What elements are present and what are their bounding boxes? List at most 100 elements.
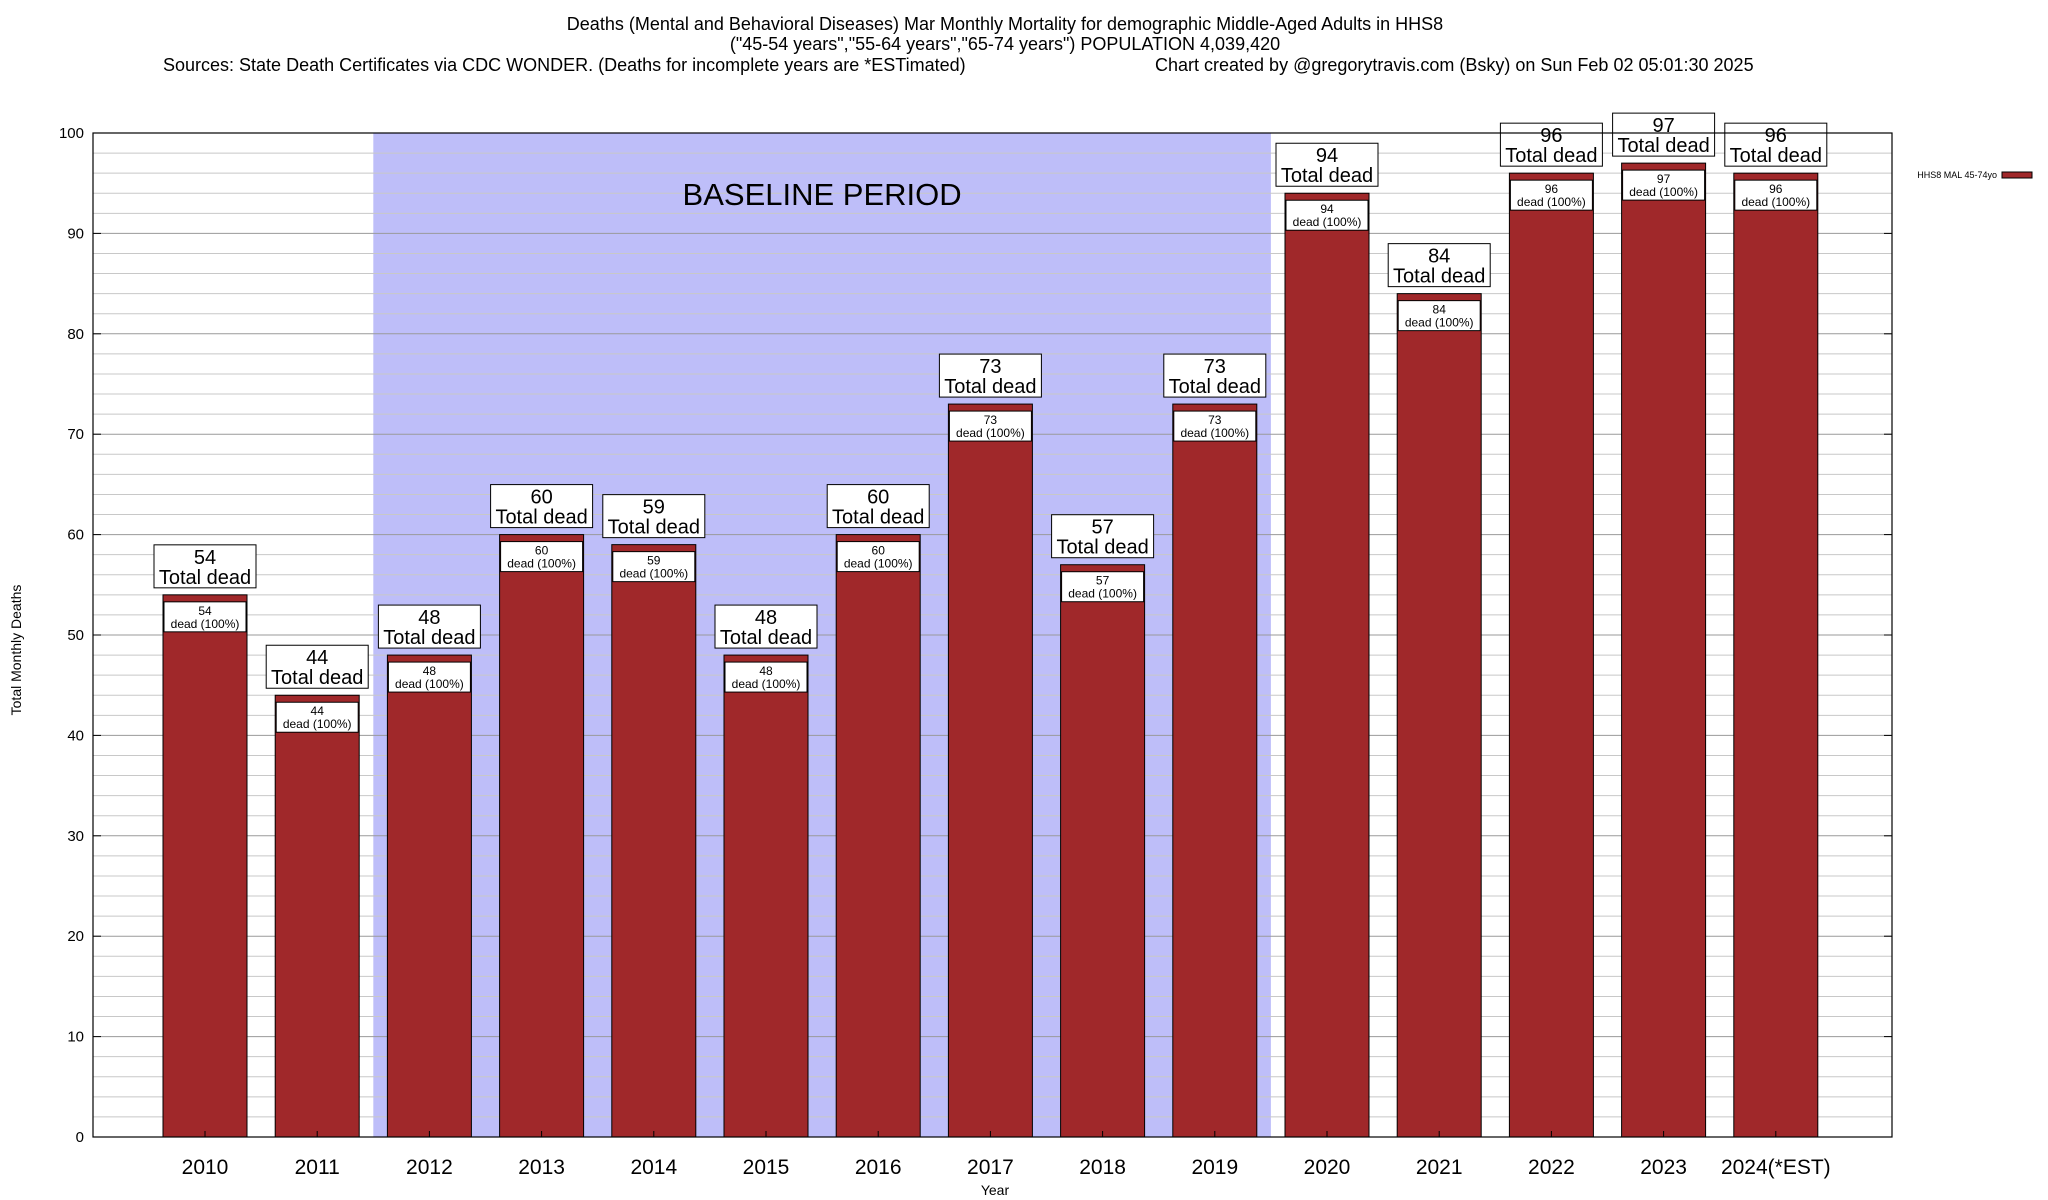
bar-inner-value: 48 bbox=[423, 664, 437, 678]
y-tick-label: 0 bbox=[76, 1129, 84, 1146]
bar-total-value: 73 bbox=[979, 356, 1001, 378]
bar-total-value: 44 bbox=[306, 647, 328, 669]
bar-inner-value: 48 bbox=[759, 664, 773, 678]
x-tick-label: 2016 bbox=[855, 1156, 902, 1179]
bar-inner-label-box bbox=[1397, 300, 1481, 332]
bar-total-value: 94 bbox=[1316, 145, 1338, 167]
bar-inner-label-box bbox=[948, 410, 1032, 442]
bar-total-caption: Total dead bbox=[720, 627, 812, 649]
x-tick-label: 2012 bbox=[406, 1156, 453, 1179]
bar-inner-value: 60 bbox=[872, 544, 886, 558]
bar-total-value: 73 bbox=[1204, 356, 1226, 378]
bar-inner-value: 57 bbox=[1096, 574, 1110, 588]
baseline-band-label: BASELINE PERIOD bbox=[683, 177, 962, 212]
bar-total-caption: Total dead bbox=[1281, 165, 1373, 187]
x-tick-label: 2023 bbox=[1640, 1156, 1687, 1179]
chart-title: Deaths (Mental and Behavioral Diseases) … bbox=[567, 14, 1443, 34]
bar-inner-label-box bbox=[1061, 571, 1145, 603]
bar-total-label-box bbox=[1724, 122, 1828, 167]
y-tick-label: 60 bbox=[67, 527, 84, 544]
chart-source: Sources: State Death Certificates via CD… bbox=[163, 55, 966, 75]
bar-inner-caption: dead (100%) bbox=[171, 617, 240, 631]
bar bbox=[1621, 162, 1707, 1138]
bar-total-label-box bbox=[1387, 243, 1491, 288]
bar-inner-value: 96 bbox=[1769, 182, 1783, 196]
legend-label: HHS8 MAL 45-74yo bbox=[1917, 170, 1997, 180]
bar-total-caption: Total dead bbox=[1393, 266, 1485, 288]
bar bbox=[1284, 192, 1370, 1138]
bar-total-value: 60 bbox=[530, 487, 552, 509]
bar bbox=[723, 654, 809, 1138]
chart-credit: Chart created by @gregorytravis.com (Bsk… bbox=[1155, 55, 1754, 75]
bar-inner-caption: dead (100%) bbox=[1741, 195, 1810, 209]
bar bbox=[274, 694, 360, 1138]
bar-total-caption: Total dead bbox=[1730, 145, 1822, 167]
bar-total-value: 59 bbox=[643, 497, 665, 519]
chart-subtitle: ("45-54 years","55-64 years","65-74 year… bbox=[730, 34, 1280, 54]
bar bbox=[1733, 172, 1819, 1138]
chart-titles: Deaths (Mental and Behavioral Diseases) … bbox=[163, 14, 1754, 75]
bar-inner-caption: dead (100%) bbox=[1293, 215, 1362, 229]
y-axis-label: Total Monthly Deaths bbox=[8, 585, 24, 716]
bar-inner-value: 60 bbox=[535, 544, 549, 558]
bar bbox=[1396, 293, 1482, 1138]
bar-total-value: 48 bbox=[755, 607, 777, 629]
y-tick-label: 40 bbox=[67, 727, 84, 744]
bar-total-label-box bbox=[1163, 353, 1267, 398]
bar-total-caption: Total dead bbox=[495, 507, 587, 529]
bar bbox=[1172, 403, 1258, 1138]
bar-total-label-box bbox=[153, 544, 257, 589]
bar-total-label-box bbox=[826, 484, 930, 529]
plot-frame bbox=[92, 132, 1893, 1138]
bar-inner-caption: dead (100%) bbox=[1180, 426, 1249, 440]
x-tick-label: 2018 bbox=[1079, 1156, 1126, 1179]
bar-inner-caption: dead (100%) bbox=[844, 557, 913, 571]
y-tick-label: 80 bbox=[67, 326, 84, 343]
bar bbox=[611, 544, 697, 1138]
bar-inner-label-box bbox=[724, 661, 808, 693]
x-tick-label: 2017 bbox=[967, 1156, 1014, 1179]
y-tick-label: 30 bbox=[67, 828, 84, 845]
bar-inner-value: 59 bbox=[647, 554, 661, 568]
x-tick-label: 2011 bbox=[295, 1156, 340, 1179]
bar-inner-caption: dead (100%) bbox=[283, 717, 352, 731]
bar-inner-value: 97 bbox=[1657, 172, 1671, 186]
bar-inner-caption: dead (100%) bbox=[732, 677, 801, 691]
x-axis-label: Year bbox=[981, 1182, 1010, 1198]
bar-total-caption: Total dead bbox=[383, 627, 475, 649]
bar-total-label-box bbox=[938, 353, 1042, 398]
bar-total-caption: Total dead bbox=[944, 376, 1036, 398]
bar-inner-caption: dead (100%) bbox=[395, 677, 464, 691]
bar-total-caption: Total dead bbox=[1169, 376, 1261, 398]
bar-total-value: 96 bbox=[1765, 125, 1787, 147]
bar-inner-label-box bbox=[1734, 179, 1818, 211]
bar-inner-label-box bbox=[1622, 169, 1706, 201]
bar bbox=[162, 594, 248, 1138]
bar-total-value: 97 bbox=[1652, 115, 1674, 137]
bar bbox=[499, 534, 585, 1138]
bar-inner-label-box bbox=[1173, 410, 1257, 442]
bar-total-value: 48 bbox=[418, 607, 440, 629]
y-tick-label: 70 bbox=[67, 426, 84, 443]
bar-inner-label-box bbox=[1285, 199, 1369, 231]
bar-inner-label-box bbox=[387, 661, 471, 693]
bar-inner-caption: dead (100%) bbox=[1629, 185, 1698, 199]
bar-total-caption: Total dead bbox=[608, 517, 700, 539]
bar bbox=[1060, 564, 1146, 1138]
bar-total-label-box bbox=[1275, 142, 1379, 187]
bar bbox=[835, 534, 921, 1138]
bar bbox=[947, 403, 1033, 1138]
y-tick-label: 100 bbox=[59, 125, 84, 142]
y-tick-label: 20 bbox=[67, 928, 84, 945]
bar-total-caption: Total dead bbox=[832, 507, 924, 529]
x-tick-label: 2010 bbox=[182, 1156, 229, 1179]
bar-total-value: 57 bbox=[1091, 517, 1113, 539]
bar-total-label-box bbox=[490, 484, 594, 529]
bar-total-label-box bbox=[377, 604, 481, 649]
bar-total-value: 84 bbox=[1428, 246, 1450, 268]
bar bbox=[1508, 172, 1594, 1138]
bar-inner-label-box bbox=[275, 701, 359, 733]
bar-inner-label-box bbox=[163, 601, 247, 633]
